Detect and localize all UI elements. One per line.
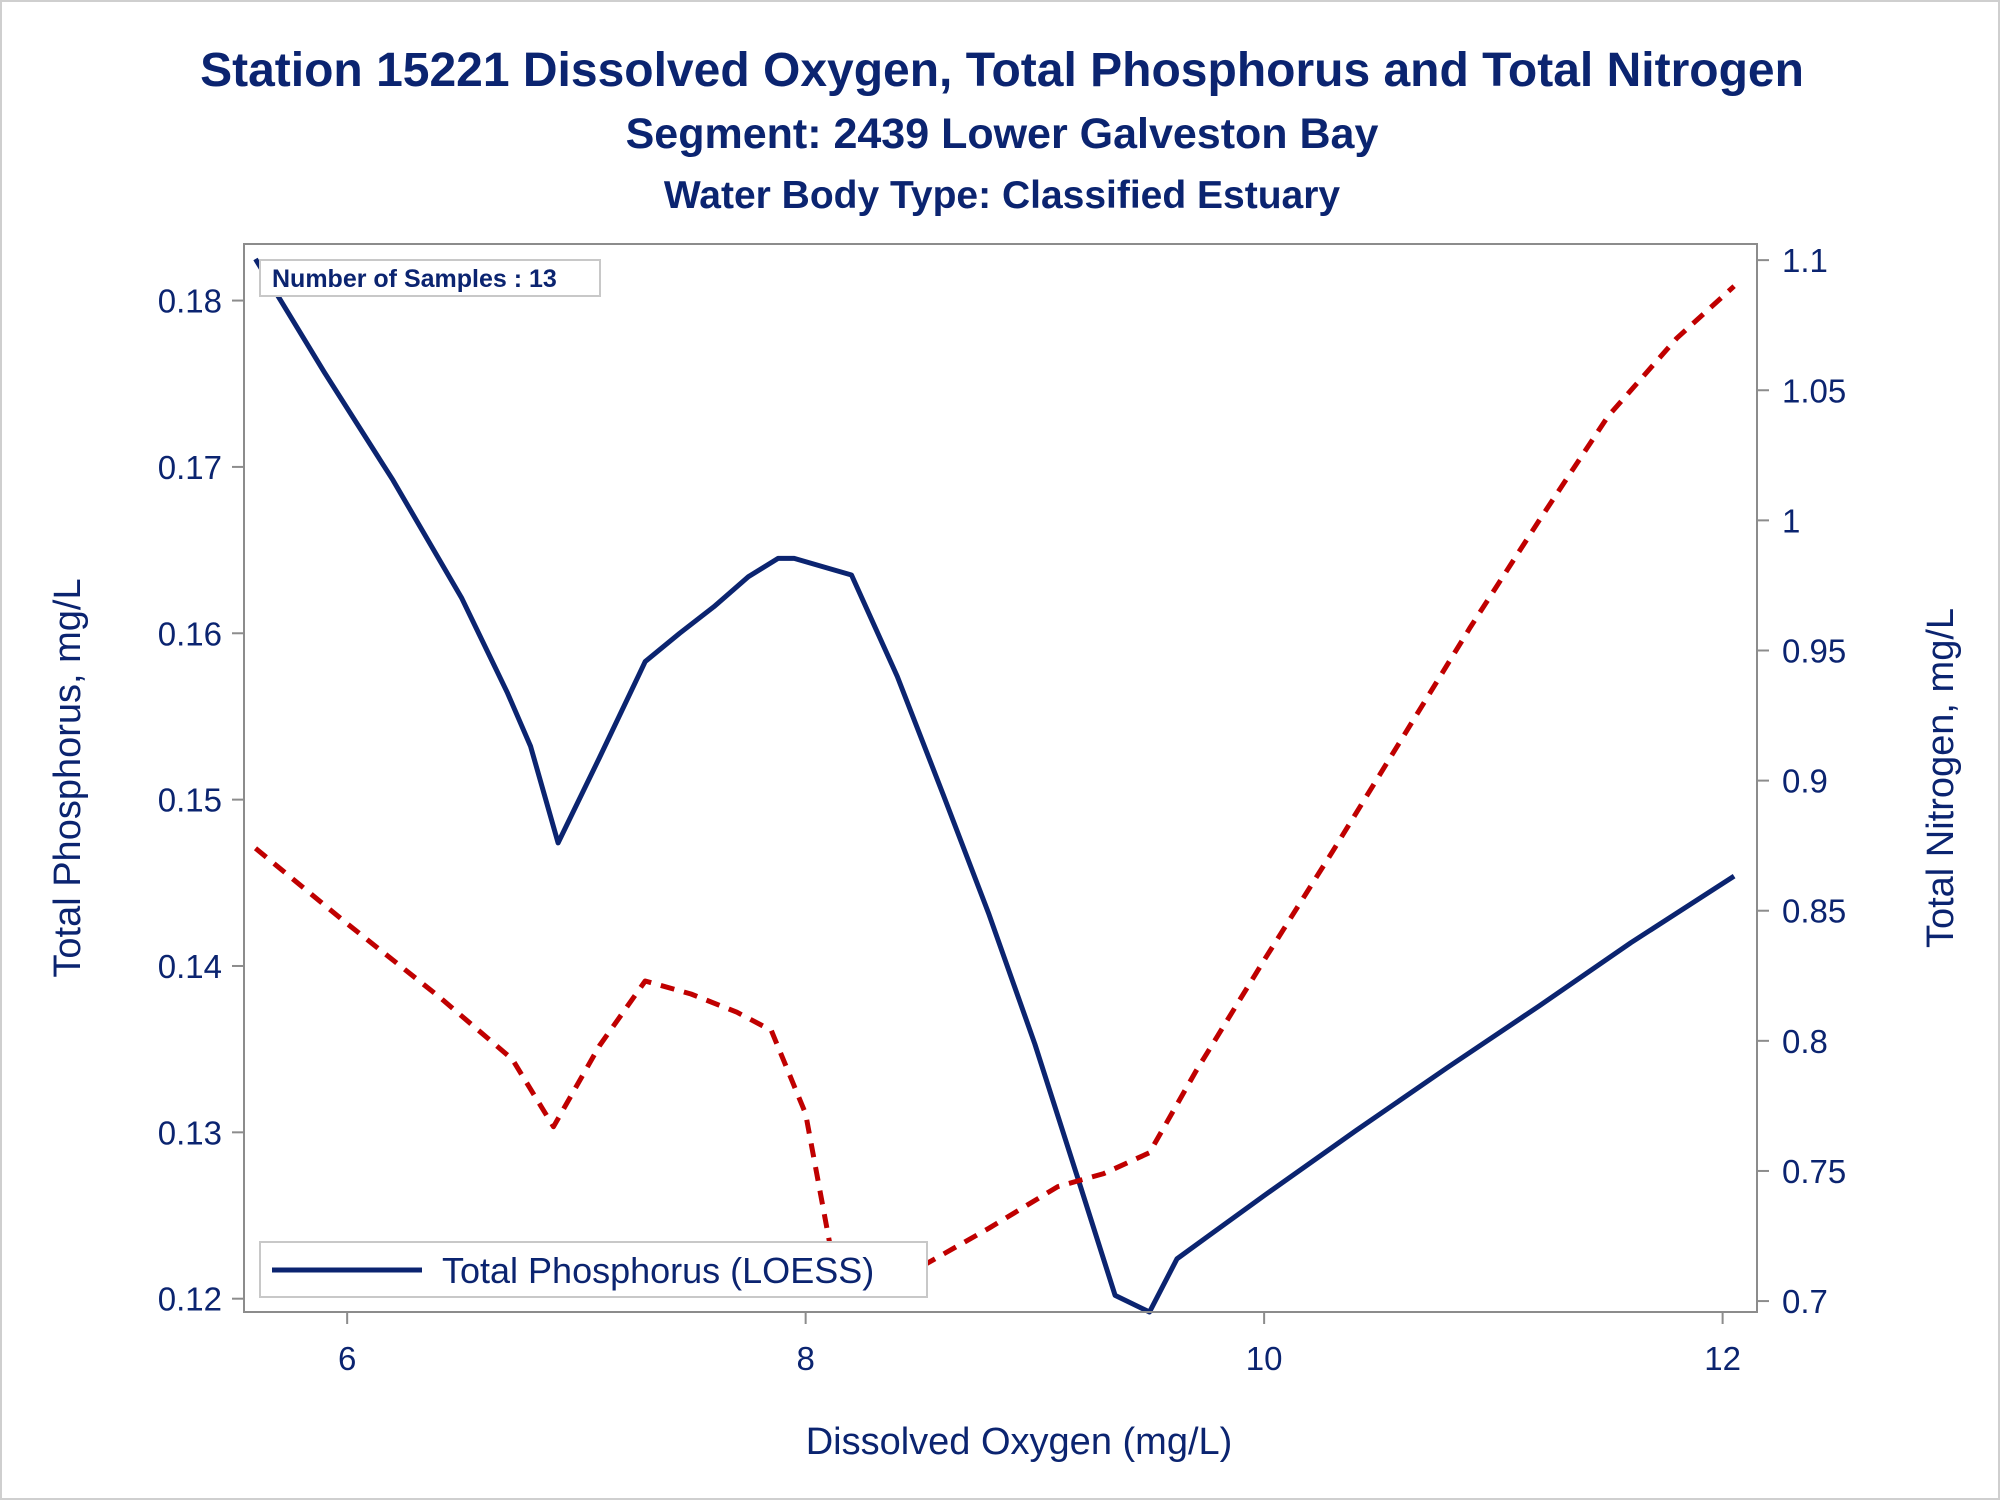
legend: Total Phosphorus (LOESS) xyxy=(259,1241,928,1298)
y-left-tick-label: 0.18 xyxy=(158,283,222,320)
y-right-tick-label: 0.85 xyxy=(1782,893,1846,930)
y-right-tick-label: 1.1 xyxy=(1782,242,1828,279)
y-left-tick-label: 0.12 xyxy=(158,1281,222,1318)
y-axis-label-left: Total Phosphorus, mg/L xyxy=(47,578,89,977)
axes-group: 6 8 10 12 0.12 0.13 0.14 0.15 0.16 0.17 0.18 0.7 0.7… xyxy=(158,242,1846,1377)
sample-count-label: Number of Samples : 13 xyxy=(272,265,557,293)
sample-count-frame xyxy=(259,259,601,297)
x-axis-label: Dissolved Oxygen (mg/L) xyxy=(806,1421,1233,1463)
y-left-tick-label: 0.14 xyxy=(158,948,222,985)
y-right-tick-label: 0.8 xyxy=(1782,1023,1828,1060)
y-right-tick-label: 0.95 xyxy=(1782,632,1846,669)
y-right-tick-label: 1 xyxy=(1782,502,1800,539)
series-line-total-phosphorus xyxy=(253,257,1736,1315)
chart-title: Station 15221 Dissolved Oxygen, Total Ph… xyxy=(200,44,1804,97)
y-right-tick-label: 1.05 xyxy=(1782,372,1846,409)
x-tick-label: 12 xyxy=(1704,1340,1741,1377)
chart-subtitle: Segment: 2439 Lower Galveston Bay xyxy=(626,110,1379,158)
y-left-tick-label: 0.17 xyxy=(158,449,222,486)
y-axis-label-right: Total Nitrogen, mg/L xyxy=(1920,608,1962,948)
y-left-tick-label: 0.15 xyxy=(158,782,222,819)
x-tick-label: 8 xyxy=(796,1340,814,1377)
y-right-tick-label: 0.7 xyxy=(1782,1283,1828,1320)
x-tick-label: 10 xyxy=(1246,1340,1283,1377)
chart-subtitle-2: Water Body Type: Classified Estuary xyxy=(664,174,1340,217)
y-left-tick-label: 0.13 xyxy=(158,1114,222,1151)
x-tick-label: 6 xyxy=(338,1340,356,1377)
legend-entry-total-phosphorus: Total Phosphorus (LOESS) xyxy=(442,1250,874,1291)
plot-area-border xyxy=(243,243,1758,1313)
y-right-tick-label: 0.9 xyxy=(1782,763,1828,800)
y-left-tick-label: 0.16 xyxy=(158,615,222,652)
series-line-total-nitrogen xyxy=(253,284,1736,1301)
y-right-tick-label: 0.75 xyxy=(1782,1153,1846,1190)
sample-count-box: Number of Samples : 13 xyxy=(259,259,601,297)
plot-marks xyxy=(253,257,1736,1315)
